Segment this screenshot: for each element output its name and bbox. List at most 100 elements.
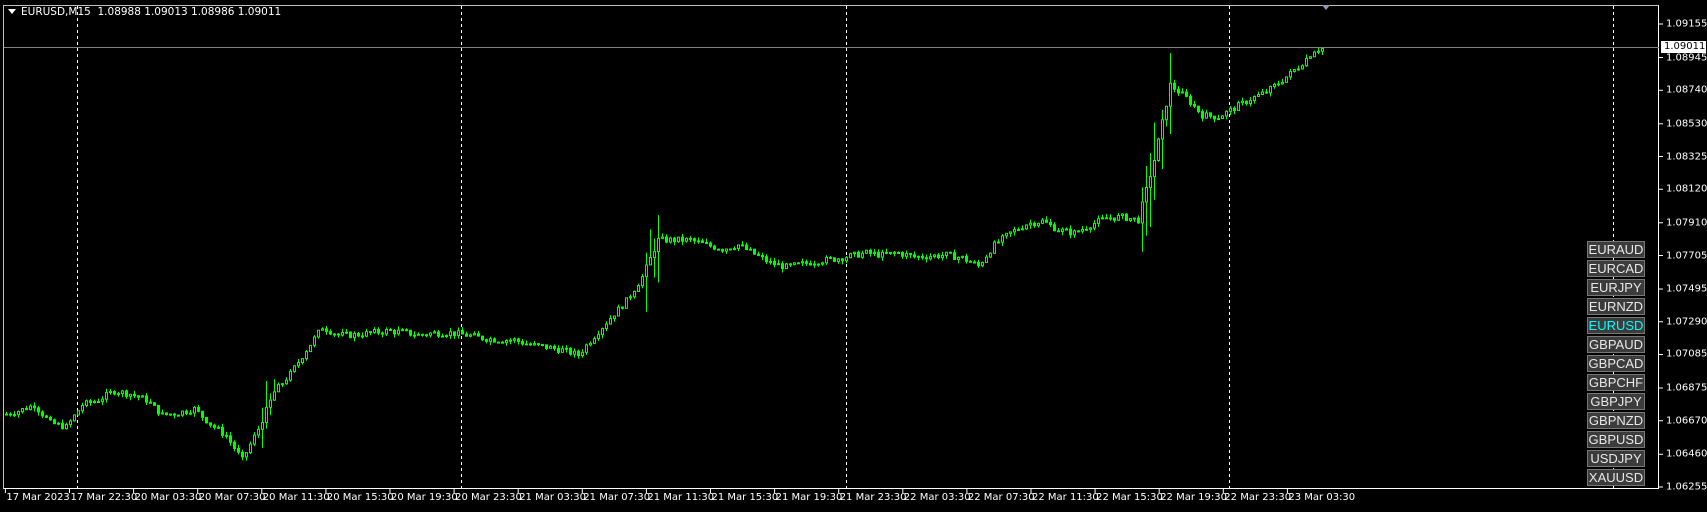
candle-body [921,255,924,259]
candle-body [1117,215,1120,221]
candle [933,253,936,259]
candle-body [429,332,432,336]
candle-body [1065,228,1068,231]
symbol-button-gbpjpy[interactable]: GBPJPY [1587,393,1645,410]
candle [917,255,920,261]
candle-body [793,262,796,265]
candle-body [1109,217,1112,220]
candle-body [1301,65,1304,70]
symbol-button-gbpchf[interactable]: GBPCHF [1587,374,1645,391]
symbol-button-eurcad[interactable]: EURCAD [1587,260,1645,277]
candle [1081,225,1084,234]
candle-body [265,406,268,424]
candle [665,234,668,244]
candle-body [29,405,32,411]
candle-body [777,263,780,266]
dropdown-triangle-icon[interactable] [8,9,16,14]
candle [617,304,620,317]
candle [93,399,96,404]
candle [45,414,48,419]
candle [53,418,56,425]
symbol-button-gbpnzd[interactable]: GBPNZD [1587,412,1645,429]
candle-body [97,401,100,404]
chart-shift-marker-icon[interactable] [1322,5,1330,10]
candle-body [389,328,392,332]
symbol-button-usdjpy[interactable]: USDJPY [1587,450,1645,467]
candle-body [85,400,88,406]
candle [157,404,160,417]
candle [121,389,124,398]
candle [193,406,196,417]
candle-body [553,345,556,350]
candle-body [289,370,292,381]
symbol-button-xauusd[interactable]: XAUUSD [1587,469,1645,486]
candle [905,250,908,260]
candle [529,342,532,346]
candle-body [273,391,276,401]
candle [613,315,616,322]
candle-body [245,452,248,458]
candle [1077,230,1080,233]
candle-body [457,330,460,337]
candle [1109,214,1112,221]
symbol-button-gbpcad[interactable]: GBPCAD [1587,355,1645,372]
candle-body [821,262,824,265]
candle [981,261,984,268]
candle-body [453,331,456,337]
candle-body [877,251,880,258]
candle-body [1045,219,1048,223]
candle [625,297,628,309]
candle-body [749,248,752,251]
candle-body [657,237,660,253]
candle-body [765,256,768,263]
candle-body [1269,85,1272,94]
x-tick-label: 21 Mar 03:30 [519,492,586,503]
candle-body [349,331,352,339]
candle-body [333,333,336,336]
candle [745,242,748,251]
candle-body [369,331,372,334]
symbol-button-eurnzd[interactable]: EURNZD [1587,298,1645,315]
symbol-button-euraud[interactable]: EURAUD [1587,241,1645,258]
candle-body [201,410,204,418]
candle-body [193,406,196,414]
candle [73,414,76,422]
candle [445,334,448,338]
candle [277,382,280,393]
candle-body [1317,50,1320,53]
candle-body [69,420,72,426]
candle-body [197,406,200,412]
candle [801,258,804,267]
candle-body [437,331,440,337]
candle [1001,233,1004,247]
candle-body [653,251,656,258]
candle-body [365,331,368,337]
candle-body [149,401,152,404]
candle-body [581,351,584,357]
y-tick-label: 1.08740 [1666,84,1707,96]
candle-body [573,350,576,355]
candle-body [697,240,700,243]
candle-body [537,343,540,346]
candle [757,251,760,257]
candle [773,257,776,268]
candle-body [673,237,676,243]
symbol-button-eurjpy[interactable]: EURJPY [1587,279,1645,296]
candle [717,248,720,251]
candle-body [565,347,568,350]
candle [1065,227,1068,231]
symbol-button-gbpaud[interactable]: GBPAUD [1587,336,1645,353]
symbol-button-eurusd[interactable]: EURUSD [1587,317,1645,334]
candle-body [521,340,524,345]
candle [9,412,12,417]
candle-body [485,339,488,342]
candle-body [357,333,360,337]
symbol-button-gbpusd[interactable]: GBPUSD [1587,431,1645,448]
x-tick-label: 21 Mar 19:30 [775,492,843,503]
candle [537,343,540,347]
candle-body [513,338,516,341]
candle-body [585,344,588,353]
candle [909,253,912,259]
chart-area[interactable] [3,5,1659,489]
candle [621,306,624,310]
